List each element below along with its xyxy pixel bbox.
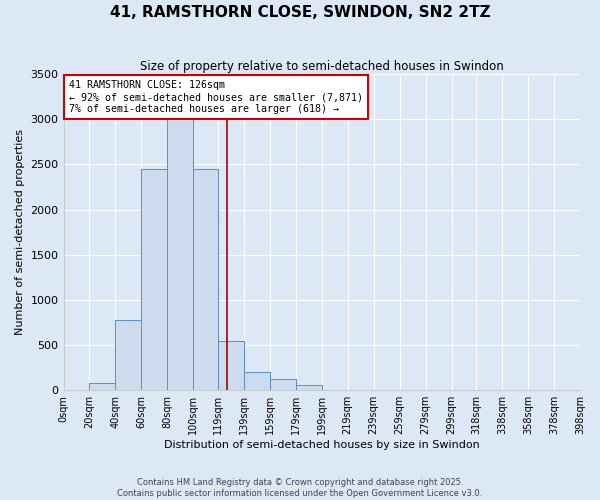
Bar (296, 385, 322, 390)
Bar (270, 380, 296, 390)
Bar (89, 383, 115, 390)
Text: 41, RAMSTHORN CLOSE, SWINDON, SN2 2TZ: 41, RAMSTHORN CLOSE, SWINDON, SN2 2TZ (110, 5, 490, 20)
Text: 41 RAMSTHORN CLOSE: 126sqm
← 92% of semi-detached houses are smaller (7,871)
7% : 41 RAMSTHORN CLOSE: 126sqm ← 92% of semi… (69, 80, 363, 114)
Bar (244, 372, 270, 390)
Bar (218, 340, 244, 390)
Y-axis label: Number of semi-detached properties: Number of semi-detached properties (15, 129, 25, 335)
Bar (167, 120, 193, 390)
X-axis label: Distribution of semi-detached houses by size in Swindon: Distribution of semi-detached houses by … (164, 440, 479, 450)
Bar (115, 320, 142, 390)
Text: Contains HM Land Registry data © Crown copyright and database right 2025.
Contai: Contains HM Land Registry data © Crown c… (118, 478, 482, 498)
Bar (142, 169, 167, 390)
Bar (193, 169, 218, 390)
Title: Size of property relative to semi-detached houses in Swindon: Size of property relative to semi-detach… (140, 60, 503, 73)
